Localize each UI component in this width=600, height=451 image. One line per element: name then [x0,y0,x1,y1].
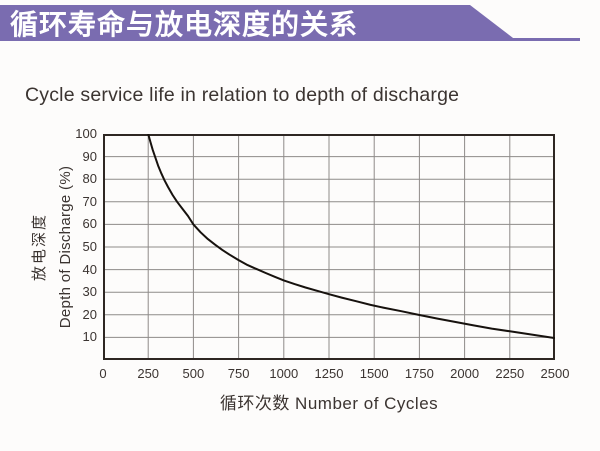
y-tick-label: 100 [75,126,97,141]
plot-frame [103,134,555,360]
x-tick-label: 0 [99,366,107,381]
x-tick-label: 1750 [404,366,434,381]
x-axis-title: 循环次数 Number of Cycles [219,394,439,413]
x-tick-label: 1000 [269,366,299,381]
x-tick-label: 750 [227,366,250,381]
dod-curve [147,134,555,340]
y-tick-label: 70 [82,193,97,209]
header-banner-title: 循环寿命与放电深度的关系 [10,9,359,40]
x-tick-labels: 0 250 500 750 1000 1250 1500 1750 2000 2250 2500 [99,366,569,382]
x-tick-label: 1250 [314,366,344,381]
chart-title: Cycle service life in relation to depth … [25,84,460,106]
y-tick-label: 40 [82,261,97,277]
y-tick-label: 50 [82,239,97,254]
y-tick-label: 60 [82,216,97,232]
x-tick-label: 1500 [359,366,389,381]
y-tick-label: 30 [82,284,97,300]
x-tick-label: 2500 [540,366,570,381]
y-tick-labels: 10 20 30 40 50 60 70 80 90 100 [55,126,97,360]
y-axis-title-zh: 放电深度 [31,213,48,282]
plot-svg [103,134,555,360]
x-tick-label: 2000 [450,366,480,381]
y-tick-label: 20 [82,306,97,322]
y-tick-label: 90 [82,148,97,164]
y-tick-label: 80 [82,171,97,187]
x-tick-label: 2250 [495,366,525,381]
y-tick-label: 10 [82,329,97,345]
x-tick-label: 500 [182,366,205,381]
x-tick-label: 250 [137,366,160,381]
header-banner: 循环寿命与放电深度的关系 [0,5,517,41]
header-banner-rule [500,38,580,41]
